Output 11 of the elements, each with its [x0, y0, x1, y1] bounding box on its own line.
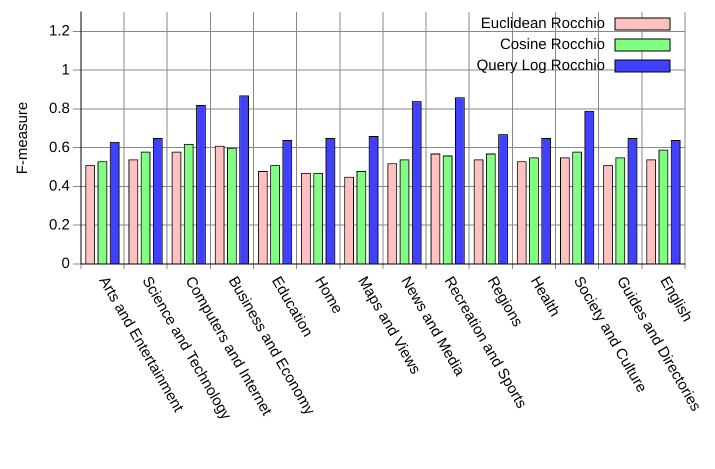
legend-label: Euclidean Rocchio	[480, 15, 605, 32]
legend-label: Cosine Rocchio	[500, 36, 605, 54]
y-tick-label: 0	[62, 255, 70, 272]
y-tick-label: 1	[62, 61, 70, 78]
y-axis-title: F-measure	[14, 102, 32, 174]
legend-label: Query Log Rocchio	[476, 57, 605, 74]
y-tick-label: 0.8	[48, 100, 70, 118]
y-tick-label: 1.2	[48, 22, 70, 40]
y-tick-label: 0.2	[48, 216, 70, 234]
y-tick-label: 0.4	[48, 178, 70, 195]
y-tick-label: 0.6	[48, 138, 70, 156]
